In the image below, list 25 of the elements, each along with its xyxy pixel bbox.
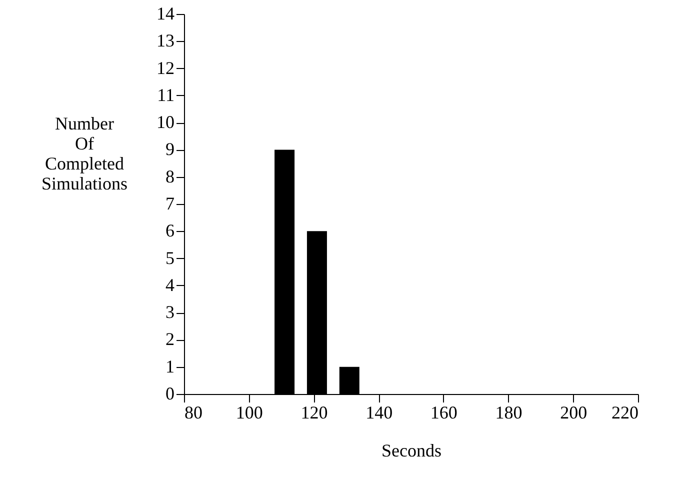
x-tick-label: 160 — [430, 402, 458, 422]
y-tick-label: 11 — [157, 84, 174, 105]
x-tick-label: 220 — [612, 402, 638, 422]
x-tick-label: 100 — [236, 402, 263, 422]
y-tick-label: 12 — [156, 58, 174, 78]
y-tick-label: 5 — [166, 248, 174, 268]
y-tick-label: 9 — [166, 139, 174, 160]
x-tick-label: 80 — [184, 402, 202, 422]
x-tick-label: 140 — [366, 402, 393, 422]
y-tick-label: 3 — [166, 302, 174, 322]
y-tick-label: 4 — [166, 274, 174, 295]
y-tick-label: 13 — [156, 30, 174, 51]
x-tick-label: 180 — [495, 402, 522, 422]
y-tick-label: 8 — [166, 166, 174, 186]
y-tick-label: 6 — [166, 220, 174, 241]
y-axis-title: Number Of Completed Simulations — [41, 114, 128, 194]
y-tick-label: 7 — [166, 194, 174, 214]
y-tick-label: 2 — [166, 329, 174, 350]
x-tick-label: 120 — [300, 402, 328, 422]
y-tick-label: 14 — [156, 4, 174, 24]
x-axis-title: Seconds — [382, 440, 442, 460]
y-tick-label: 1 — [166, 356, 174, 376]
x-tick-label: 200 — [560, 402, 588, 422]
y-tick-label: 0 — [166, 384, 174, 404]
y-tick-label: 10 — [156, 112, 174, 132]
